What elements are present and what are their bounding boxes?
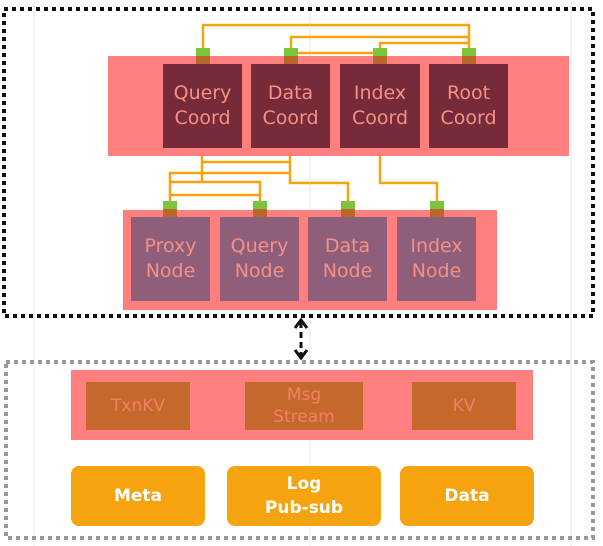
coord-links <box>168 23 471 202</box>
link <box>168 171 290 202</box>
link <box>378 41 469 50</box>
proxy-node: Proxy Node <box>131 217 210 301</box>
msg-stream: Msg Stream <box>245 382 363 430</box>
query-node: Query Node <box>220 217 299 301</box>
link <box>289 35 469 50</box>
storage-boundary <box>4 360 595 540</box>
root-coord: Root Coord <box>429 64 508 148</box>
bidirectional-arrow <box>293 317 309 361</box>
link <box>378 156 439 202</box>
port-icon <box>373 48 387 64</box>
data-coord: Data Coord <box>251 64 330 148</box>
port-icon <box>462 48 476 64</box>
port-icon <box>284 48 298 64</box>
data-storage: Data <box>400 466 534 526</box>
index-node: Index Node <box>397 217 476 301</box>
port-icon <box>163 201 177 217</box>
index-coord: Index Coord <box>340 64 420 148</box>
port-icon <box>253 201 267 217</box>
port-icon <box>196 48 210 64</box>
txnkv: TxnKV <box>86 382 190 430</box>
log-pubsub: Log Pub-sub <box>227 466 381 526</box>
meta-storage: Meta <box>71 466 205 526</box>
port-icon <box>341 201 355 217</box>
port-icon <box>430 201 444 217</box>
query-coord: Query Coord <box>163 64 242 148</box>
link <box>288 156 350 202</box>
kv: KV <box>412 382 516 430</box>
link <box>170 180 262 202</box>
data-node: Data Node <box>308 217 387 301</box>
